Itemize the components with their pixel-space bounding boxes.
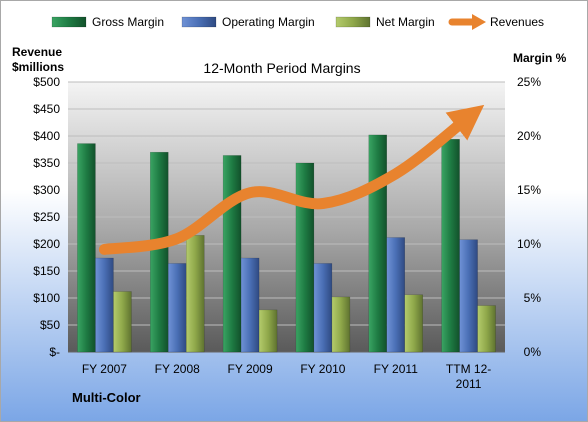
company-label: Multi-Color <box>72 390 141 405</box>
right-tick-label: 15% <box>517 183 541 197</box>
gridlines <box>68 81 505 353</box>
legend-swatch-arrow <box>472 14 486 30</box>
left-tick-label: $350 <box>33 156 60 170</box>
x-tick-label: FY 2009 <box>228 362 273 376</box>
net-margin-bar <box>477 305 496 353</box>
gross-margin-bar <box>441 138 460 353</box>
operating-margin-bar <box>313 263 333 353</box>
gross-margin-bar <box>150 151 169 353</box>
x-tick-label: FY 2008 <box>155 362 200 376</box>
left-tick-label: $- <box>49 345 60 359</box>
operating-margin-bar <box>240 257 260 353</box>
net-margin-bar <box>331 296 351 353</box>
legend-swatch <box>181 16 217 28</box>
right-tick-label: 0% <box>524 345 542 359</box>
left-tick-label: $50 <box>40 318 60 332</box>
operating-margin-bar <box>386 237 405 353</box>
x-tick-label: FY 2011 <box>374 362 419 376</box>
legend-label: Revenues <box>490 15 544 29</box>
right-axis-ticks: 0% 5% 10% 15% 20% 25% <box>517 75 541 359</box>
net-margin-bar <box>113 291 132 353</box>
net-margin-bar <box>186 235 205 353</box>
operating-margin-bar <box>95 257 114 353</box>
left-tick-label: $100 <box>33 291 60 305</box>
x-axis-ticks: FY 2007 FY 2008 FY 2009 FY 2010 FY 2011 TTM 1… <box>82 362 491 391</box>
right-tick-label: 20% <box>517 129 541 143</box>
left-tick-label: $400 <box>33 129 60 143</box>
gross-margin-bar <box>77 143 96 353</box>
legend-label: Operating Margin <box>222 15 315 29</box>
left-tick-label: $300 <box>33 183 60 197</box>
net-margin-bar <box>258 309 278 353</box>
x-tick-label: TTM 12-2011 <box>446 362 491 391</box>
gross-margin-bar <box>368 134 387 353</box>
revenues-series-line <box>98 104 485 255</box>
left-tick-label: $500 <box>33 75 60 89</box>
bars <box>77 134 496 353</box>
right-tick-label: 25% <box>517 75 541 89</box>
right-axis-label: Margin % <box>513 51 567 65</box>
chart-title: 12-Month Period Margins <box>203 60 360 76</box>
legend: Gross Margin Operating Margin Net Margin Re… <box>51 14 544 30</box>
operating-margin-bar <box>168 263 187 353</box>
left-tick-label: $150 <box>33 264 60 278</box>
left-tick-label: $250 <box>33 210 60 224</box>
legend-label: Net Margin <box>376 15 435 29</box>
left-axis-ticks: $- $50 $100 $150 $200 $250 $300 $350 $400 $450 $50… <box>33 75 60 359</box>
legend-label: Gross Margin <box>92 15 164 29</box>
right-tick-label: 10% <box>517 237 541 251</box>
x-tick-label: FY 2010 <box>300 362 345 376</box>
left-axis-label-line2: $millions <box>12 60 64 74</box>
net-margin-bar <box>404 294 423 353</box>
left-tick-label: $450 <box>33 102 60 116</box>
x-tick-label: FY 2007 <box>82 362 127 376</box>
left-axis-label-line1: Revenue <box>12 45 62 59</box>
gross-margin-bar <box>222 155 242 353</box>
left-tick-label: $200 <box>33 237 60 251</box>
right-tick-label: 5% <box>524 291 542 305</box>
legend-swatch <box>51 16 87 28</box>
revenue-line <box>98 104 485 255</box>
legend-swatch <box>335 16 371 28</box>
operating-margin-bar <box>459 239 478 353</box>
gross-margin-bar <box>295 162 315 353</box>
